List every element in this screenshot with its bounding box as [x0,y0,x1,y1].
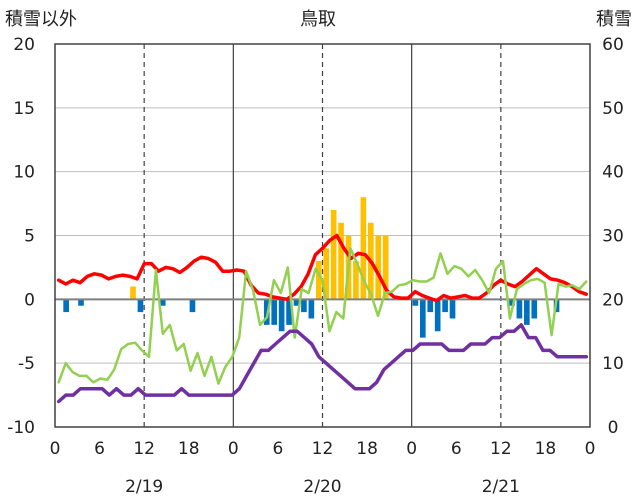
bar-negative [509,299,515,306]
red-series-line [56,233,589,303]
y-left-tick-label: 15 [13,99,35,119]
bar-negative [442,299,448,313]
bar-negative [516,299,523,319]
bar-negative [427,299,434,313]
plot-frame [54,43,591,428]
x-tick-label: 18 [178,439,200,459]
x-tick-label: 0 [585,439,596,459]
y-right-ticks: 60 50 40 30 20 10 0 [602,35,624,438]
bar-negative [301,299,307,313]
x-tick-label: 12 [490,439,512,459]
y-left-axis-title: 積雪以外 [5,9,77,30]
purple-series-line [56,323,589,404]
y-left-tick-label: 10 [13,163,35,183]
bar-negative [449,299,456,319]
y-right-axis-title: 積雪 [596,9,632,30]
date-labels: 2/19 2/20 2/21 [125,477,520,497]
bar-positive [315,261,322,300]
bar-positive [360,197,367,300]
y-right-tick-label: 40 [602,163,624,183]
y-left-ticks: 20 15 10 5 0 -5 -10 [7,35,35,438]
bar-positive [338,222,344,300]
y-right-tick-label: 50 [602,99,624,119]
y-left-tick-label: -5 [18,354,35,374]
green-series-line [57,247,588,385]
bar-positive [130,286,136,300]
plot-area [54,43,591,428]
x-tick-label: 0 [406,439,417,459]
date-label: 2/19 [125,477,163,497]
bar-positive [323,248,330,300]
bar-negative [308,299,315,319]
y-left-tick-label: 5 [24,227,35,247]
bar-negative [412,299,419,306]
y-left-tick-label: 20 [13,35,35,55]
y-right-tick-label: 10 [602,354,624,374]
x-tick-label: 6 [94,439,105,459]
x-tick-label: 18 [535,439,557,459]
bar-negative [159,299,166,306]
date-label: 2/21 [482,477,520,497]
x-tick-label: 6 [451,439,462,459]
y-right-tick-label: 20 [602,290,624,310]
bar-negative [271,299,278,325]
y-right-tick-label: 60 [602,35,624,55]
bar-negative [434,299,441,332]
bar-negative [189,299,196,313]
bar-negative [78,299,84,306]
bar-negative [293,299,300,306]
x-tick-label: 0 [228,439,239,459]
bar-negative [278,299,285,332]
x-tick-label: 12 [312,439,334,459]
date-label: 2/20 [303,477,341,497]
bar-negative [524,299,530,325]
bar-positive [330,209,337,300]
y-left-tick-label: 0 [24,290,35,310]
bar-negative [286,299,292,325]
y-right-tick-label: 0 [608,418,619,438]
bar-negative [531,299,538,319]
chart-title: 鳥取 [300,9,336,30]
x-tick-label: 0 [50,439,61,459]
x-tick-label: 12 [133,439,155,459]
bar-negative [137,299,144,313]
bar-negative [63,299,69,313]
bar-positive [353,261,359,300]
bar-negative [419,299,426,338]
x-tick-label: 6 [273,439,284,459]
bar-positive [375,235,382,300]
x-ticks: 0 6 12 18 0 6 12 18 0 6 12 18 0 [50,439,596,459]
y-right-tick-label: 30 [602,227,624,247]
y-left-tick-label: -10 [7,418,35,438]
x-tick-label: 18 [356,439,378,459]
bar-positive [382,235,389,300]
